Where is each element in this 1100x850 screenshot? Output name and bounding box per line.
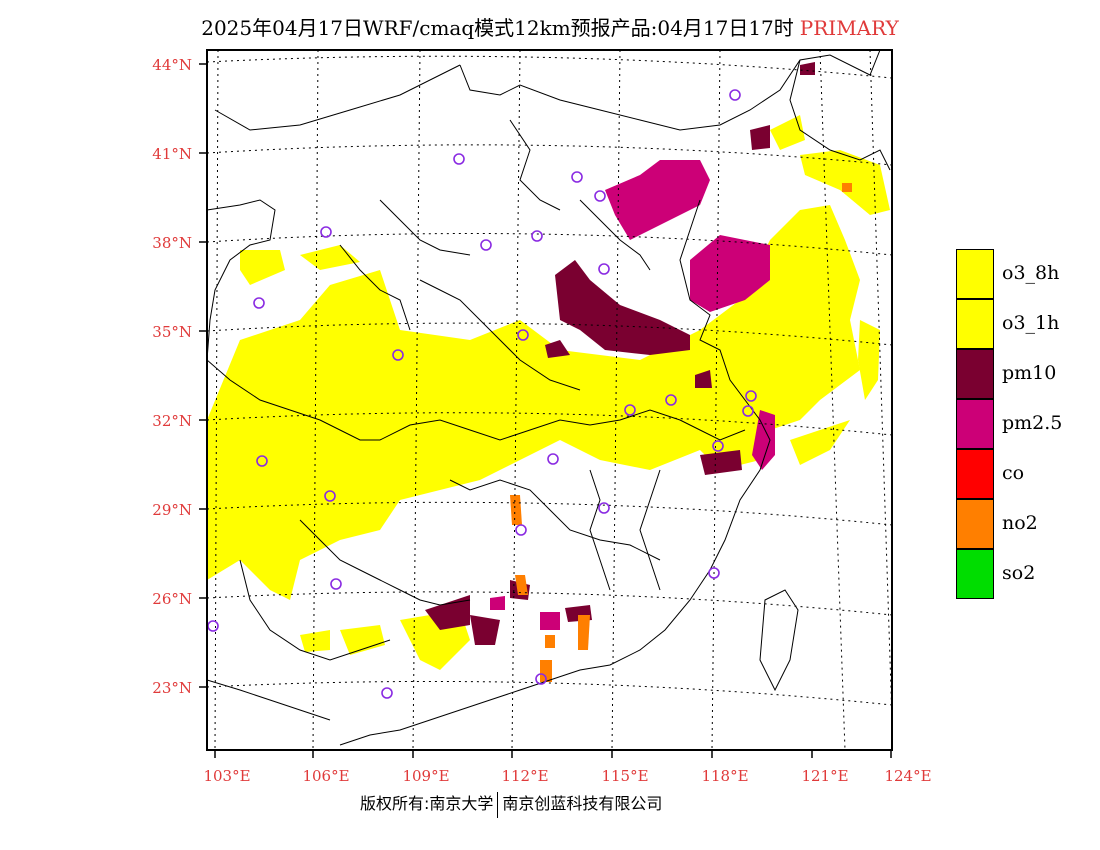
graticule: [207, 50, 892, 750]
lon-label: 115°E: [601, 767, 649, 785]
legend-label: so2: [1002, 562, 1036, 584]
lon-label: 121°E: [801, 767, 849, 785]
legend-swatch: [956, 499, 994, 549]
footer-divider: [497, 791, 499, 818]
lat-label: 32°N: [152, 412, 192, 430]
lat-label: 41°N: [152, 145, 192, 163]
copyright-company: 南京创蓝科技有限公司: [502, 794, 663, 813]
pm25-region: [490, 160, 775, 630]
legend-label: o3_1h: [1002, 312, 1060, 334]
lon-label: 118°E: [701, 767, 749, 785]
lat-label: 44°N: [152, 56, 192, 74]
city-markers: [207, 89, 757, 699]
lat-label: 38°N: [152, 234, 192, 252]
lon-label: 112°E: [501, 767, 549, 785]
legend-swatch: [956, 249, 994, 299]
legend-swatch: [956, 349, 994, 399]
lon-label: 103°E: [203, 767, 251, 785]
lat-label: 26°N: [152, 590, 192, 608]
lon-label: 109°E: [402, 767, 450, 785]
tick-marks: [199, 63, 892, 758]
legend-swatch: [956, 449, 994, 499]
legend-label: no2: [1002, 512, 1038, 534]
lat-label: 35°N: [152, 323, 192, 341]
copyright-owner: 版权所有:南京大学: [360, 794, 494, 813]
legend-label: pm10: [1002, 362, 1057, 384]
o3-region: [207, 115, 890, 670]
title-text: 2025年04月17日WRF/cmaq模式12km预报产品:04月17日17时: [201, 16, 794, 40]
legend-label: o3_8h: [1002, 262, 1060, 284]
lon-label: 124°E: [884, 767, 932, 785]
boundary-lines: [207, 50, 891, 746]
copyright-footer: 版权所有:南京大学 南京创蓝科技有限公司: [360, 790, 662, 818]
map-title: 2025年04月17日WRF/cmaq模式12km预报产品:04月17日17时 P…: [0, 12, 1100, 41]
lat-label: 23°N: [152, 679, 192, 697]
legend-swatch: [956, 399, 994, 449]
legend-label: co: [1002, 462, 1025, 484]
legend-label: pm2.5: [1002, 412, 1063, 434]
map-frame: [206, 49, 893, 751]
lat-label: 29°N: [152, 501, 192, 519]
primary-tag: PRIMARY: [799, 16, 899, 40]
lon-label: 106°E: [302, 767, 350, 785]
legend-swatch: [956, 299, 994, 349]
legend-swatch: [956, 549, 994, 599]
